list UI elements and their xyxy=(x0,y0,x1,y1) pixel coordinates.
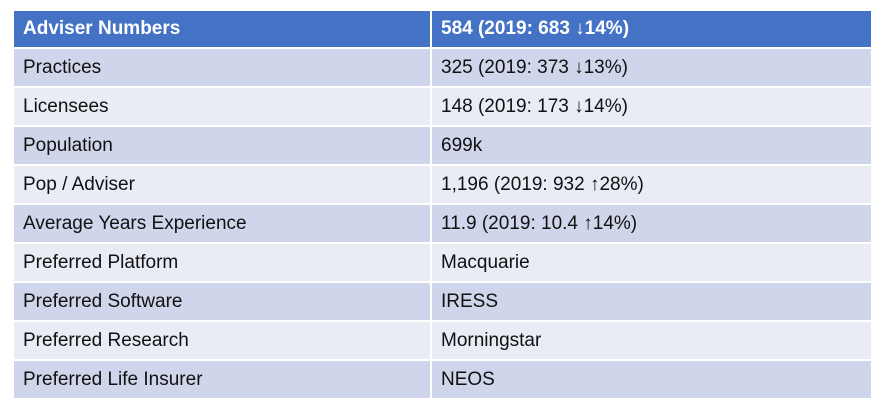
adviser-statistics-table: Adviser Numbers 584 (2019: 683 ↓14%) Pra… xyxy=(14,11,871,400)
table-row: Preferred Platform Macquarie xyxy=(14,243,871,283)
row-label-practices: Practices xyxy=(14,48,431,88)
row-label-average-years-experience: Average Years Experience xyxy=(14,204,431,244)
table-row: Preferred Life Insurer NEOS xyxy=(14,360,871,400)
row-value-preferred-research: Morningstar xyxy=(430,321,871,361)
row-value-pop-per-adviser: 1,196 (2019: 932 ↑28%) xyxy=(430,165,871,205)
row-value-preferred-software: IRESS xyxy=(430,282,871,322)
table-row: Practices 325 (2019: 373 ↓13%) xyxy=(14,48,871,88)
row-label-licensees: Licensees xyxy=(14,87,431,127)
row-value-practices: 325 (2019: 373 ↓13%) xyxy=(430,48,871,88)
header-label-cell: Adviser Numbers xyxy=(14,11,431,49)
row-value-average-years-experience: 11.9 (2019: 10.4 ↑14%) xyxy=(430,204,871,244)
row-label-population: Population xyxy=(14,126,431,166)
row-label-preferred-platform: Preferred Platform xyxy=(14,243,431,283)
table-body: Practices 325 (2019: 373 ↓13%) Licensees… xyxy=(14,48,871,400)
row-value-preferred-platform: Macquarie xyxy=(430,243,871,283)
header-value-cell: 584 (2019: 683 ↓14%) xyxy=(430,11,871,49)
table-row: Licensees 148 (2019: 173 ↓14%) xyxy=(14,87,871,127)
row-value-preferred-life-insurer: NEOS xyxy=(430,360,871,400)
row-value-licensees: 148 (2019: 173 ↓14%) xyxy=(430,87,871,127)
row-label-preferred-life-insurer: Preferred Life Insurer xyxy=(14,360,431,400)
table-row: Preferred Software IRESS xyxy=(14,282,871,322)
row-label-pop-per-adviser: Pop / Adviser xyxy=(14,165,431,205)
header-row: Adviser Numbers 584 (2019: 683 ↓14%) xyxy=(14,11,871,49)
row-label-preferred-software: Preferred Software xyxy=(14,282,431,322)
row-value-population: 699k xyxy=(430,126,871,166)
table-row: Average Years Experience 11.9 (2019: 10.… xyxy=(14,204,871,244)
table-row: Population 699k xyxy=(14,126,871,166)
table-row: Preferred Research Morningstar xyxy=(14,321,871,361)
table-header: Adviser Numbers 584 (2019: 683 ↓14%) xyxy=(14,11,871,49)
row-label-preferred-research: Preferred Research xyxy=(14,321,431,361)
table-row: Pop / Adviser 1,196 (2019: 932 ↑28%) xyxy=(14,165,871,205)
